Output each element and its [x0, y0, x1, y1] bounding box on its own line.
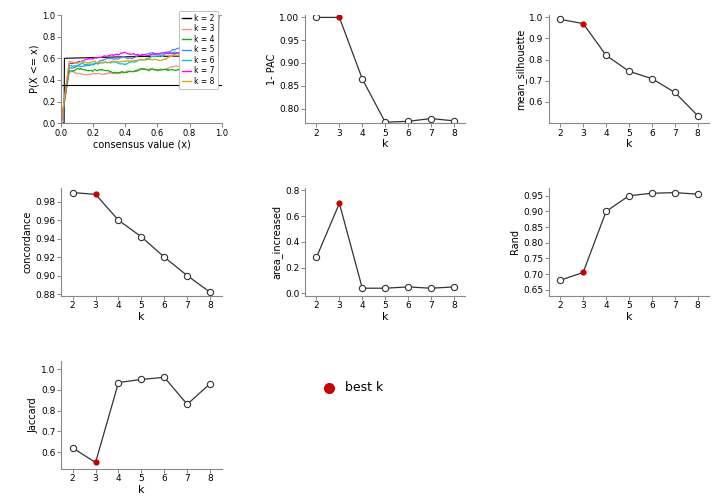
k = 7 — [213, 16, 222, 22]
k = 4 — [216, 12, 225, 18]
k = 3 — [134, 66, 143, 72]
Line: k = 2: k = 2 — [61, 15, 222, 123]
k = 3 — [133, 67, 142, 73]
k = 4 — [189, 66, 197, 72]
k = 5 — [144, 50, 153, 56]
k = 4 — [217, 12, 226, 18]
k = 2 — [134, 53, 143, 59]
k = 2 — [153, 53, 161, 59]
k = 5 — [217, 12, 226, 18]
Y-axis label: concordance: concordance — [23, 211, 32, 273]
X-axis label: k: k — [138, 485, 145, 494]
Line: k = 3: k = 3 — [61, 15, 222, 123]
k = 8 — [189, 53, 197, 59]
Line: k = 8: k = 8 — [61, 15, 222, 123]
k = 2 — [213, 53, 222, 59]
X-axis label: k: k — [382, 139, 389, 149]
k = 8 — [153, 56, 161, 62]
k = 2 — [217, 12, 226, 18]
k = 7 — [216, 12, 225, 18]
Y-axis label: P(X <= x): P(X <= x) — [30, 45, 40, 93]
k = 8 — [134, 57, 143, 63]
k = 7 — [217, 12, 226, 18]
Y-axis label: Rand: Rand — [510, 229, 521, 255]
k = 8 — [144, 56, 153, 62]
k = 6 — [144, 55, 153, 61]
Line: k = 7: k = 7 — [61, 15, 222, 123]
k = 4 — [153, 67, 161, 73]
k = 4 — [134, 67, 143, 73]
k = 3 — [213, 17, 222, 23]
k = 8 — [217, 12, 226, 18]
k = 8 — [57, 120, 66, 126]
Legend: k = 2, k = 3, k = 4, k = 5, k = 6, k = 7, k = 8: k = 2, k = 3, k = 4, k = 5, k = 6, k = 7… — [179, 11, 217, 89]
k = 3 — [57, 120, 66, 126]
k = 6 — [217, 12, 226, 18]
k = 6 — [189, 50, 197, 56]
Y-axis label: 1- PAC: 1- PAC — [266, 53, 276, 85]
k = 6 — [57, 120, 66, 126]
k = 6 — [133, 58, 142, 64]
X-axis label: consensus value (x): consensus value (x) — [93, 139, 190, 149]
k = 6 — [153, 53, 161, 59]
k = 6 — [216, 12, 225, 18]
k = 2 — [133, 53, 142, 59]
k = 5 — [153, 50, 161, 56]
k = 5 — [57, 120, 66, 126]
k = 5 — [133, 53, 142, 59]
k = 2 — [189, 53, 197, 59]
Line: k = 5: k = 5 — [61, 15, 222, 123]
k = 8 — [216, 12, 225, 18]
k = 7 — [189, 48, 197, 54]
k = 5 — [189, 45, 197, 51]
Y-axis label: area_increased: area_increased — [271, 205, 282, 279]
k = 4 — [133, 68, 142, 74]
X-axis label: k: k — [626, 312, 632, 322]
k = 3 — [144, 67, 153, 73]
k = 7 — [134, 51, 143, 57]
k = 5 — [213, 16, 222, 22]
X-axis label: k: k — [626, 139, 632, 149]
k = 2 — [144, 53, 153, 59]
k = 3 — [189, 62, 197, 69]
k = 7 — [144, 53, 153, 59]
k = 5 — [134, 52, 143, 58]
Y-axis label: Jaccard: Jaccard — [29, 397, 38, 432]
k = 7 — [133, 51, 142, 57]
X-axis label: k: k — [382, 312, 389, 322]
k = 4 — [57, 120, 66, 126]
k = 7 — [57, 120, 66, 126]
k = 3 — [153, 67, 161, 73]
k = 2 — [215, 12, 223, 18]
k = 8 — [213, 16, 222, 22]
k = 3 — [217, 12, 226, 18]
k = 6 — [134, 57, 143, 64]
Text: best k: best k — [345, 381, 383, 394]
k = 4 — [213, 18, 222, 24]
k = 5 — [216, 12, 225, 18]
k = 7 — [153, 51, 161, 57]
Y-axis label: mean_silhouette: mean_silhouette — [516, 28, 526, 110]
k = 2 — [57, 120, 66, 126]
k = 8 — [133, 57, 142, 63]
Line: k = 6: k = 6 — [61, 15, 222, 123]
k = 4 — [144, 67, 153, 73]
k = 6 — [213, 16, 222, 22]
X-axis label: k: k — [138, 312, 145, 322]
k = 3 — [216, 12, 225, 18]
Line: k = 4: k = 4 — [61, 15, 222, 123]
